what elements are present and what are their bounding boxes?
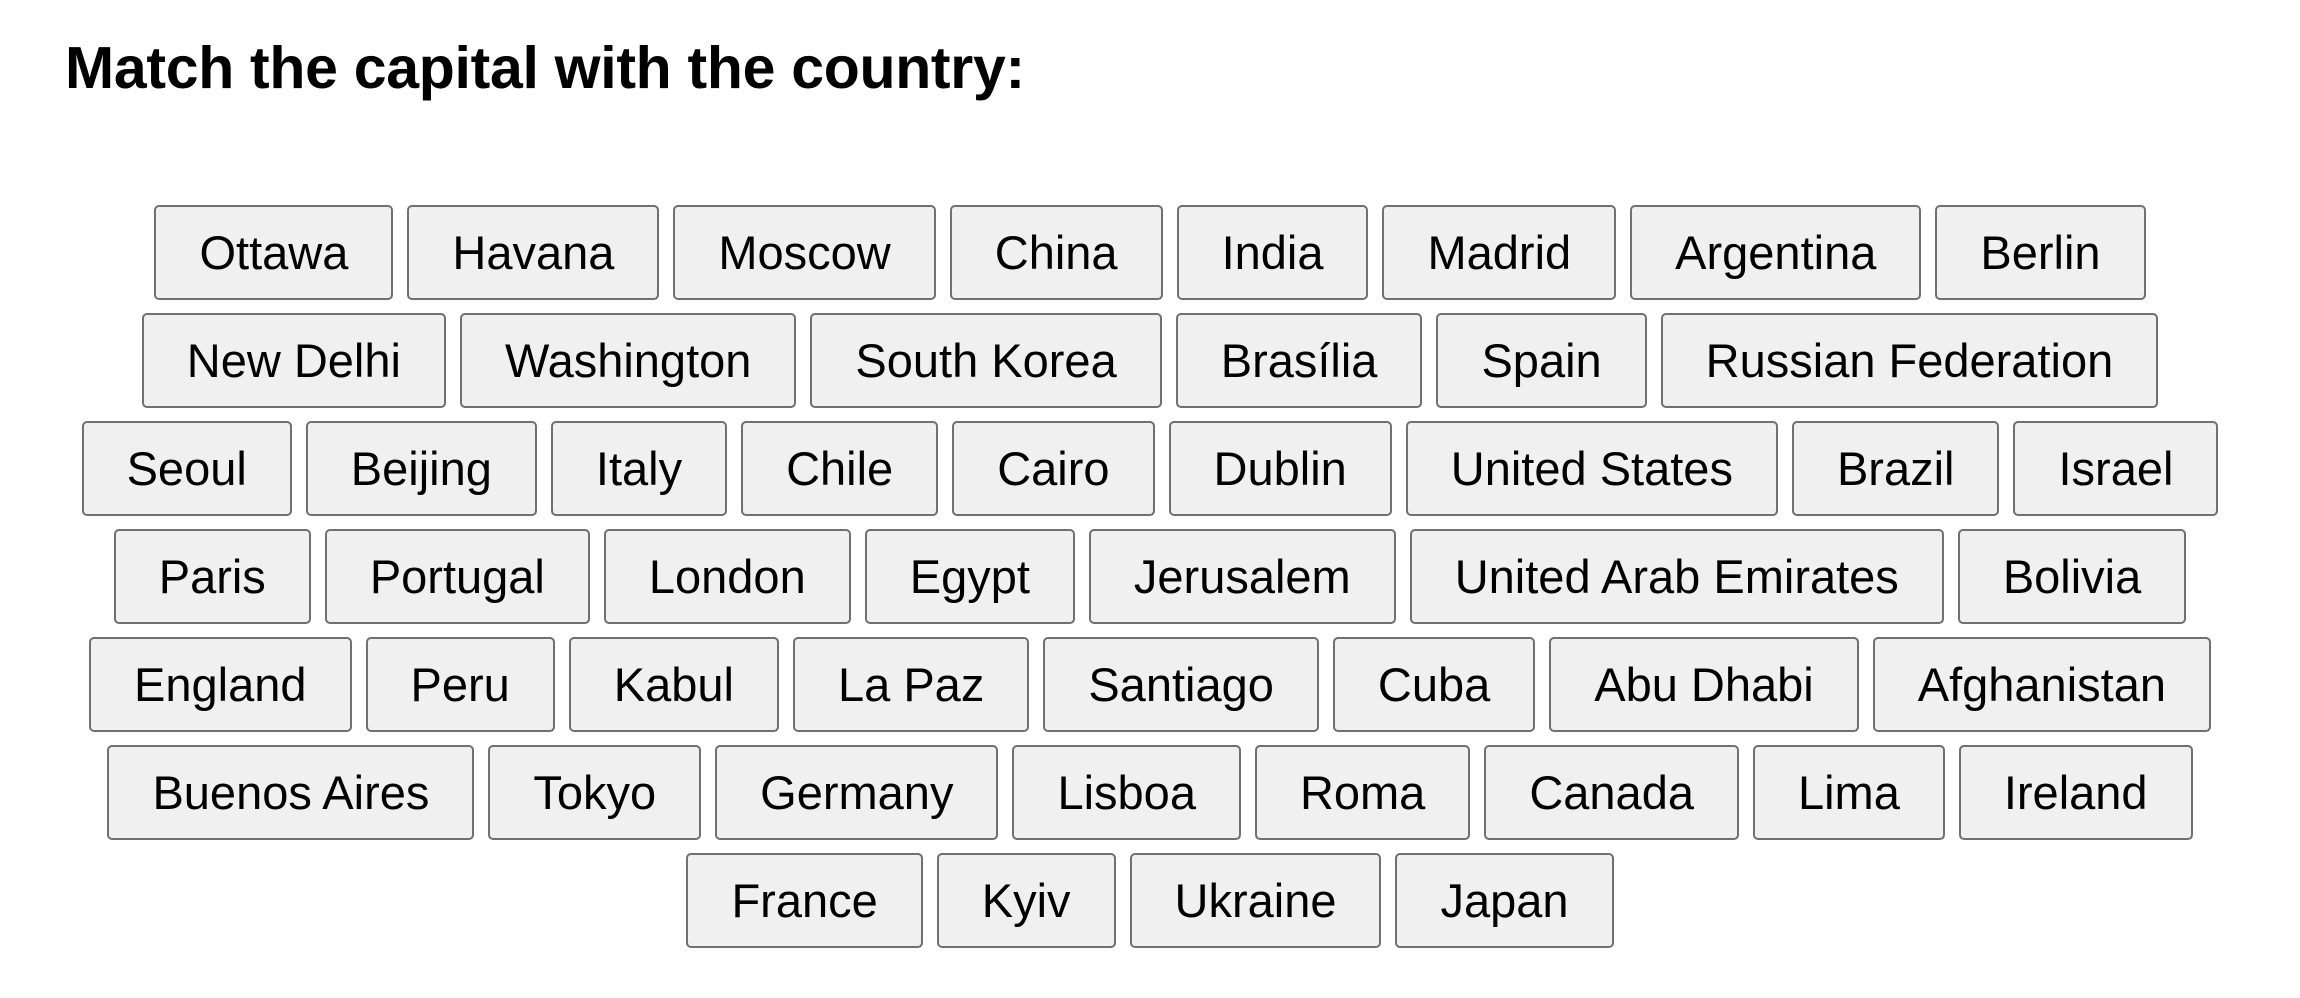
tile-canada[interactable]: Canada	[1484, 745, 1739, 840]
tile-egypt[interactable]: Egypt	[864, 529, 1075, 624]
tile-havana[interactable]: Havana	[407, 205, 660, 300]
tile-japan[interactable]: Japan	[1395, 853, 1614, 948]
tile-row: Seoul Beijing Italy Chile Cairo Dublin U…	[60, 421, 2240, 516]
tile-italy[interactable]: Italy	[550, 421, 728, 516]
tile-lima[interactable]: Lima	[1752, 745, 1945, 840]
tile-lisboa[interactable]: Lisboa	[1012, 745, 1241, 840]
tile-peru[interactable]: Peru	[365, 637, 555, 732]
tile-kyiv[interactable]: Kyiv	[936, 853, 1116, 948]
tile-buenos-aires[interactable]: Buenos Aires	[107, 745, 475, 840]
tile-kabul[interactable]: Kabul	[568, 637, 779, 732]
tile-argentina[interactable]: Argentina	[1630, 205, 1922, 300]
tile-india[interactable]: India	[1176, 205, 1369, 300]
tile-china[interactable]: China	[949, 205, 1163, 300]
tile-la-paz[interactable]: La Paz	[793, 637, 1030, 732]
tile-berlin[interactable]: Berlin	[1935, 205, 2146, 300]
tile-russian-federation[interactable]: Russian Federation	[1660, 313, 2159, 408]
tile-ottawa[interactable]: Ottawa	[154, 205, 394, 300]
tile-washington[interactable]: Washington	[459, 313, 797, 408]
tile-tokyo[interactable]: Tokyo	[488, 745, 702, 840]
tile-brazil[interactable]: Brazil	[1791, 421, 2000, 516]
tile-south-korea[interactable]: South Korea	[810, 313, 1162, 408]
tile-bolivia[interactable]: Bolivia	[1957, 529, 2187, 624]
tile-row: France Kyiv Ukraine Japan	[60, 853, 2240, 948]
tile-ukraine[interactable]: Ukraine	[1129, 853, 1382, 948]
tile-abu-dhabi[interactable]: Abu Dhabi	[1549, 637, 1859, 732]
tile-united-arab-emirates[interactable]: United Arab Emirates	[1409, 529, 1944, 624]
tile-brasilia[interactable]: Brasília	[1175, 313, 1423, 408]
tile-spain[interactable]: Spain	[1436, 313, 1647, 408]
tile-afghanistan[interactable]: Afghanistan	[1872, 637, 2211, 732]
tile-chile[interactable]: Chile	[741, 421, 939, 516]
tile-row: Ottawa Havana Moscow China India Madrid …	[60, 205, 2240, 300]
tile-israel[interactable]: Israel	[2013, 421, 2219, 516]
tile-row: Buenos Aires Tokyo Germany Lisboa Roma C…	[60, 745, 2240, 840]
tile-cuba[interactable]: Cuba	[1332, 637, 1536, 732]
tile-london[interactable]: London	[603, 529, 851, 624]
tile-cairo[interactable]: Cairo	[952, 421, 1155, 516]
tile-madrid[interactable]: Madrid	[1382, 205, 1617, 300]
tile-dublin[interactable]: Dublin	[1168, 421, 1392, 516]
page-title: Match the capital with the country:	[65, 35, 1025, 101]
tile-paris[interactable]: Paris	[113, 529, 311, 624]
tile-france[interactable]: France	[686, 853, 923, 948]
tile-germany[interactable]: Germany	[715, 745, 999, 840]
tile-beijing[interactable]: Beijing	[305, 421, 537, 516]
tile-board: Ottawa Havana Moscow China India Madrid …	[60, 205, 2240, 961]
tile-new-delhi[interactable]: New Delhi	[141, 313, 446, 408]
tile-row: New Delhi Washington South Korea Brasíli…	[60, 313, 2240, 408]
tile-ireland[interactable]: Ireland	[1958, 745, 2193, 840]
tile-row: England Peru Kabul La Paz Santiago Cuba …	[60, 637, 2240, 732]
tile-jerusalem[interactable]: Jerusalem	[1088, 529, 1396, 624]
tile-seoul[interactable]: Seoul	[81, 421, 292, 516]
tile-moscow[interactable]: Moscow	[673, 205, 936, 300]
tile-united-states[interactable]: United States	[1405, 421, 1778, 516]
tile-roma[interactable]: Roma	[1254, 745, 1471, 840]
tile-england[interactable]: England	[89, 637, 352, 732]
tile-portugal[interactable]: Portugal	[324, 529, 590, 624]
tile-row: Paris Portugal London Egypt Jerusalem Un…	[60, 529, 2240, 624]
tile-santiago[interactable]: Santiago	[1043, 637, 1319, 732]
